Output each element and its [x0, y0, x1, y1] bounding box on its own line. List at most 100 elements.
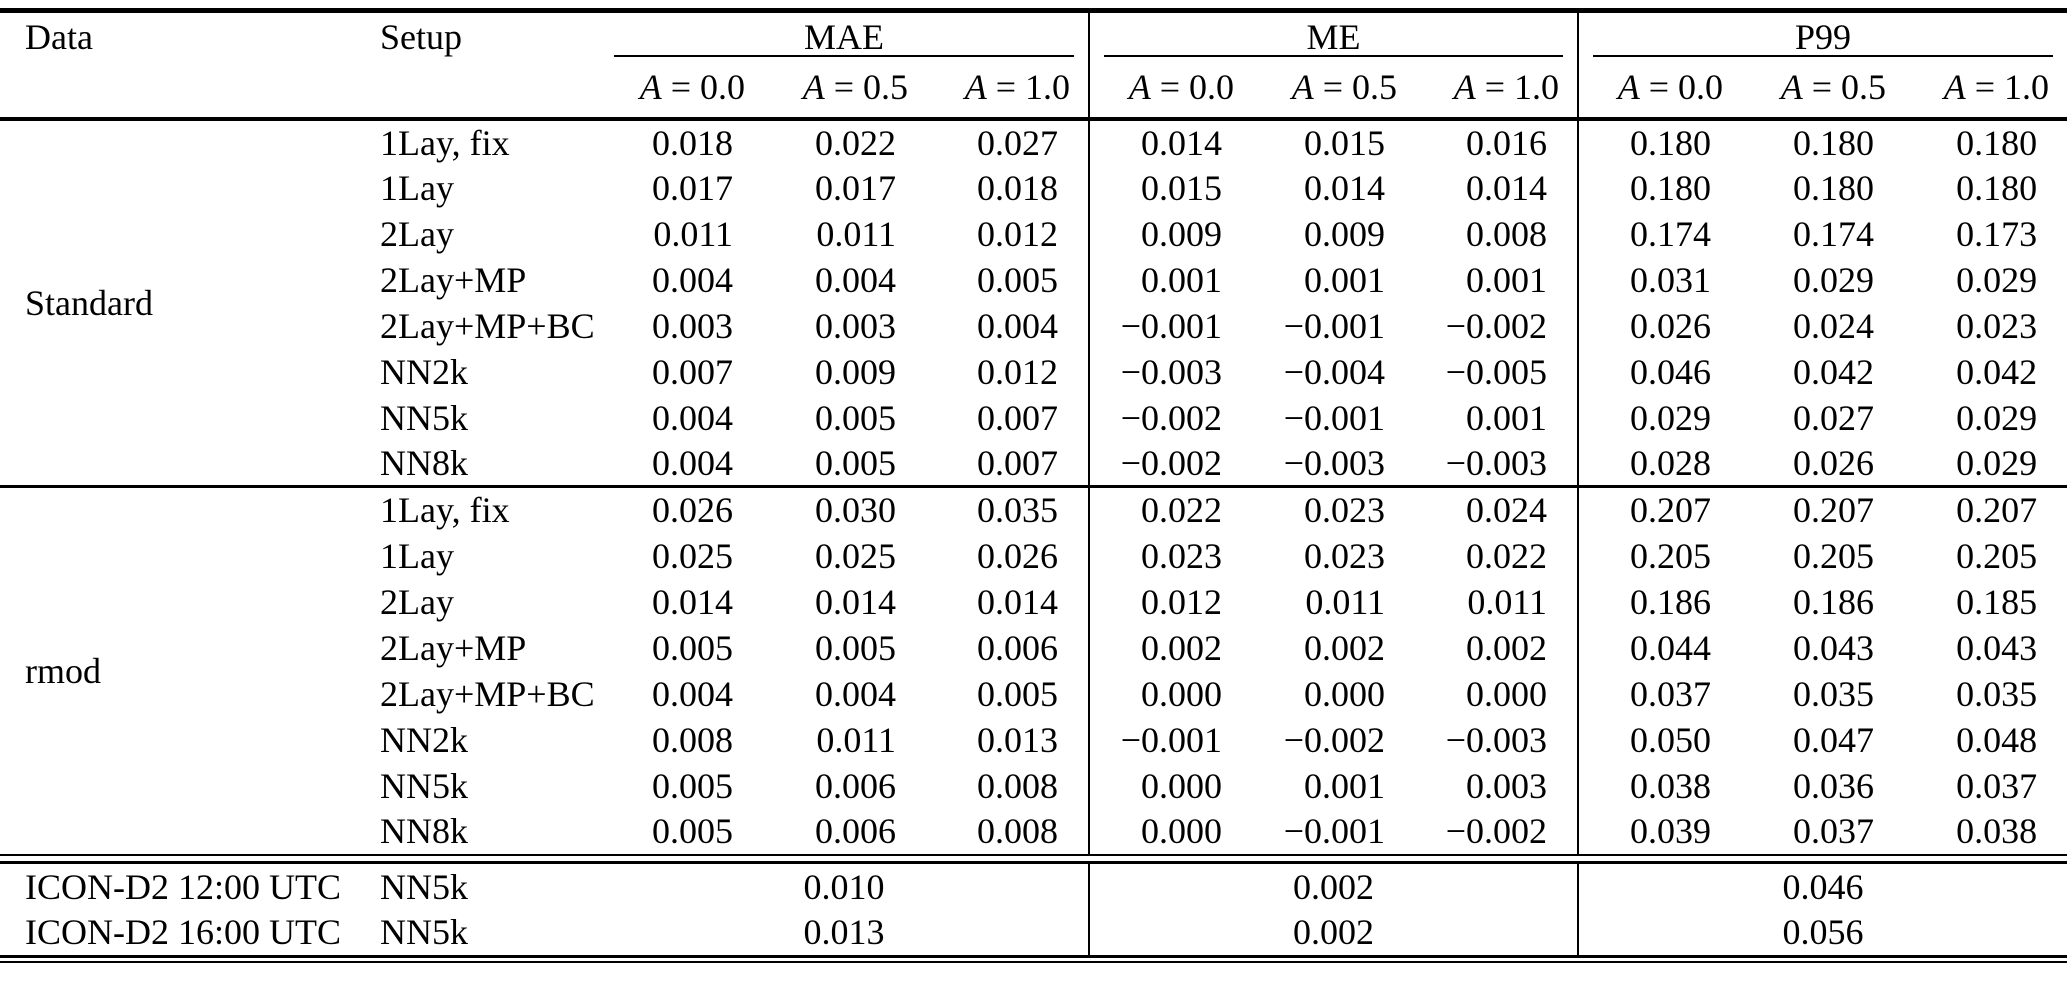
- setup-cell: NN2k: [380, 351, 468, 392]
- me-value-cell: 0.009: [1088, 210, 1252, 257]
- mae-value-cell: 0.013: [803, 912, 885, 953]
- p99-value-cell: 0.037: [1956, 765, 2038, 806]
- subheader-me-a10: A = 1.0: [1453, 66, 1560, 107]
- p99-value-cell: 0.039: [1577, 808, 1742, 855]
- double-rule-divider: [0, 853, 2067, 864]
- me-value-cell: 0.000: [1088, 808, 1252, 855]
- p99-value-cell: 0.207: [1741, 485, 1905, 533]
- results-table: Data Setup MAE ME P99 A = 0.0 A = 0.5 A …: [0, 8, 2067, 963]
- mae-value-cell: 0.009: [815, 351, 896, 392]
- me-value-cell: −0.001: [1283, 397, 1385, 438]
- setup-cell: 2Lay: [380, 213, 454, 254]
- me-value-cell: 0.000: [1304, 673, 1385, 714]
- mae-value-cell: 0.017: [815, 167, 896, 208]
- me-value-cell: 0.002: [1088, 624, 1252, 671]
- me-value-cell: 0.014: [1304, 167, 1385, 208]
- me-value-cell: −0.002: [1445, 305, 1548, 346]
- mae-value-cell: 0.005: [652, 627, 733, 668]
- me-value-cell: 0.001: [1466, 259, 1548, 300]
- p99-value-cell: 0.044: [1577, 624, 1742, 671]
- table-row: Standard 1Lay, fix 0.018 0.022 0.027 0.014 0.0…: [0, 117, 2067, 487]
- mae-value-cell: 0.014: [977, 581, 1058, 622]
- p99-value-cell: 0.186: [1577, 578, 1742, 625]
- p99-value-cell: 0.024: [1793, 305, 1875, 346]
- column-group-mae: MAE: [600, 11, 1089, 57]
- subheader-mae-a05: A = 0.5: [802, 66, 908, 107]
- table-row: ICON-D2 16:00 UTC NN5k 0.013 0.002 0.056: [0, 909, 2067, 957]
- p99-value-cell: 0.029: [1577, 394, 1742, 441]
- table-row: 1Lay 0.017 0.017 0.018 0.015 0.014 0.014 0.180 0…: [0, 164, 2067, 211]
- mae-value-cell: 0.004: [815, 259, 896, 300]
- setup-cell: 1Lay: [380, 535, 454, 576]
- mae-value-cell: 0.006: [815, 811, 896, 851]
- p99-value-cell: 0.037: [1577, 670, 1742, 717]
- me-value-cell: 0.023: [1252, 485, 1415, 533]
- mae-value-cell: 0.008: [652, 719, 733, 760]
- me-value-cell: −0.003: [1283, 442, 1385, 483]
- column-group-p99: P99: [1577, 10, 2067, 57]
- p99-value-cell: 0.047: [1793, 719, 1875, 760]
- me-value-cell: −0.003: [1445, 442, 1548, 483]
- me-value-cell: 0.022: [1088, 485, 1252, 533]
- mae-value-cell: 0.014: [815, 581, 896, 622]
- setup-cell: NN8k: [380, 811, 468, 851]
- table-row: 2Lay+MP+BC 0.004 0.004 0.005 0.000 0.000 0.000…: [0, 670, 2067, 717]
- mae-value-cell: 0.005: [977, 259, 1058, 300]
- bottom-double-rule: [0, 955, 2067, 963]
- p99-value-cell: 0.035: [1793, 673, 1875, 714]
- table-row: rmod 1Lay, fix 0.026 0.030 0.035 0.022 0.023 0.…: [0, 485, 2067, 855]
- mae-value-cell: 0.008: [977, 765, 1058, 806]
- table-header-row: Data Setup MAE ME P99: [0, 10, 2067, 57]
- setup-cell: NN2k: [380, 719, 468, 760]
- subheader-p99-a10: A = 1.0: [1943, 66, 2050, 107]
- p99-value-cell: 0.180: [1904, 117, 2067, 165]
- p99-value-cell: 0.186: [1793, 581, 1875, 622]
- setup-cell: 2Lay: [380, 581, 454, 622]
- p99-value-cell: 0.046: [1577, 348, 1742, 395]
- mae-value-cell: 0.005: [652, 811, 733, 851]
- setup-cell: 2Lay+MP+BC: [380, 673, 595, 714]
- p99-value-cell: 0.026: [1577, 302, 1742, 349]
- p99-value-cell: 0.035: [1956, 673, 2038, 714]
- divider-row: [0, 955, 2067, 963]
- me-value-cell: 0.015: [1088, 164, 1252, 211]
- p99-value-cell: 0.042: [1956, 351, 2038, 392]
- p99-value-cell: 0.180: [1741, 117, 1905, 165]
- setup-cell: NN5k: [380, 912, 468, 953]
- mae-value-cell: 0.026: [977, 535, 1058, 576]
- p99-value-cell: 0.026: [1793, 442, 1875, 483]
- p99-value-cell: 0.043: [1793, 627, 1875, 668]
- p99-value-cell: 0.036: [1793, 765, 1875, 806]
- setup-cell: 1Lay, fix: [355, 117, 600, 165]
- p99-value-cell: 0.048: [1956, 719, 2038, 760]
- me-value-cell: 0.012: [1088, 578, 1252, 625]
- divider: [0, 955, 2067, 963]
- p99-value-cell: 0.046: [1577, 862, 2067, 910]
- p99-value-cell: 0.029: [1956, 397, 2038, 438]
- me-value-cell: 0.003: [1466, 765, 1548, 806]
- table-section-rmod: rmod 1Lay, fix 0.026 0.030 0.035 0.022 0.023 0.…: [0, 485, 2067, 855]
- table-subheader-row: A = 0.0 A = 0.5 A = 1.0 A = 0.0 A = 0.5 …: [0, 56, 2067, 119]
- me-value-cell: 0.011: [1305, 581, 1385, 622]
- table-header: Data Setup MAE ME P99 A = 0.0 A = 0.5 A …: [0, 10, 2067, 119]
- me-value-cell: −0.003: [1088, 348, 1252, 395]
- mae-value-cell: 0.006: [815, 765, 896, 806]
- table-row: 2Lay+MP 0.005 0.005 0.006 0.002 0.002 0.002 0.0…: [0, 624, 2067, 671]
- mae-value-cell: 0.025: [815, 535, 896, 576]
- me-value-cell: 0.002: [1466, 627, 1548, 668]
- table-row: NN5k 0.004 0.005 0.007 −0.002 −0.001 0.001 0.02…: [0, 394, 2067, 441]
- me-value-cell: −0.002: [1283, 719, 1385, 760]
- me-value-cell: −0.004: [1283, 351, 1385, 392]
- me-value-cell: −0.002: [1088, 440, 1252, 487]
- mae-value-cell: 0.026: [600, 485, 763, 533]
- p99-value-cell: 0.205: [1956, 535, 2038, 576]
- table-row: 2Lay 0.011 0.011 0.012 0.009 0.009 0.008 0.174 0…: [0, 210, 2067, 257]
- me-value-cell: −0.001: [1283, 305, 1385, 346]
- p99-value-cell: 0.028: [1577, 440, 1742, 487]
- me-value-cell: 0.001: [1304, 259, 1385, 300]
- me-value-cell: 0.002: [1087, 862, 1579, 910]
- setup-cell: 2Lay+MP: [380, 627, 527, 668]
- setup-cell: NN5k: [380, 765, 468, 806]
- me-value-cell: 0.002: [1087, 909, 1579, 957]
- mae-value-cell: 0.012: [977, 351, 1058, 392]
